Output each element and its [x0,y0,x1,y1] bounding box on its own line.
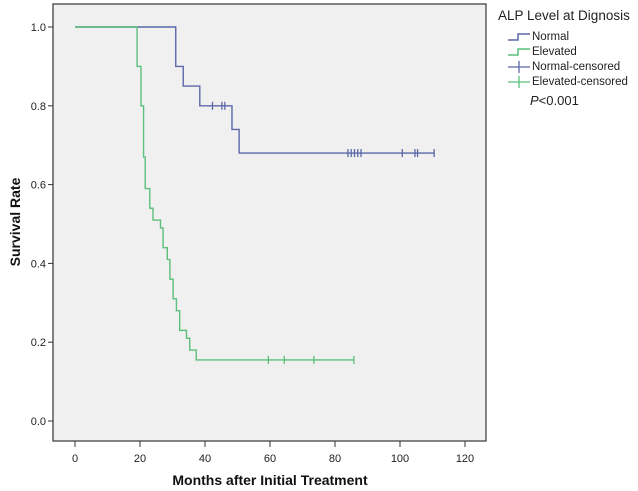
y-tick-label: 0.0 [31,416,46,428]
survival-curve-normal [75,26,435,154]
p-value-annotation: P<0.001 [530,93,630,108]
y-tick-label: 0.4 [31,258,46,270]
legend-label: Normal [532,30,570,43]
legend-item-elevated-censored: Elevated-censored [498,74,630,89]
plot-area [52,3,487,442]
y-tick-label: 0.6 [31,180,46,192]
p-label: P [530,93,539,108]
legend-item-normal: Normal [498,29,630,44]
legend-item-normal-censored: Normal-censored [498,59,630,74]
step-line-icon [508,47,530,56]
x-tick-label: 60 [264,453,276,465]
x-tick-label: 20 [134,453,146,465]
x-tick-label: 100 [391,453,409,465]
legend-label: Normal-censored [532,60,621,73]
legend-label: Elevated-censored [532,75,628,88]
survival-curve-elevated [75,26,354,361]
step-line-icon [508,32,530,41]
y-tick-label: 0.2 [31,337,46,349]
legend-title: ALP Level at Dignosis [498,8,630,23]
legend: ALP Level at Dignosis Normal Elevated No… [498,8,630,108]
plus-icon [508,75,530,88]
legend-label: Elevated [532,45,577,58]
x-tick-label: 80 [329,453,341,465]
x-tick-label: 120 [456,453,474,465]
x-tick-label: 40 [199,453,211,465]
y-axis-title: Survival Rate [7,177,23,266]
x-axis-title: Months after Initial Treatment [172,472,368,488]
x-tick-label: 0 [72,453,78,465]
plus-icon [508,60,530,73]
y-tick-label: 1.0 [31,22,46,34]
legend-item-elevated: Elevated [498,44,630,59]
p-value: <0.001 [538,93,579,108]
y-tick-label: 0.8 [31,101,46,113]
